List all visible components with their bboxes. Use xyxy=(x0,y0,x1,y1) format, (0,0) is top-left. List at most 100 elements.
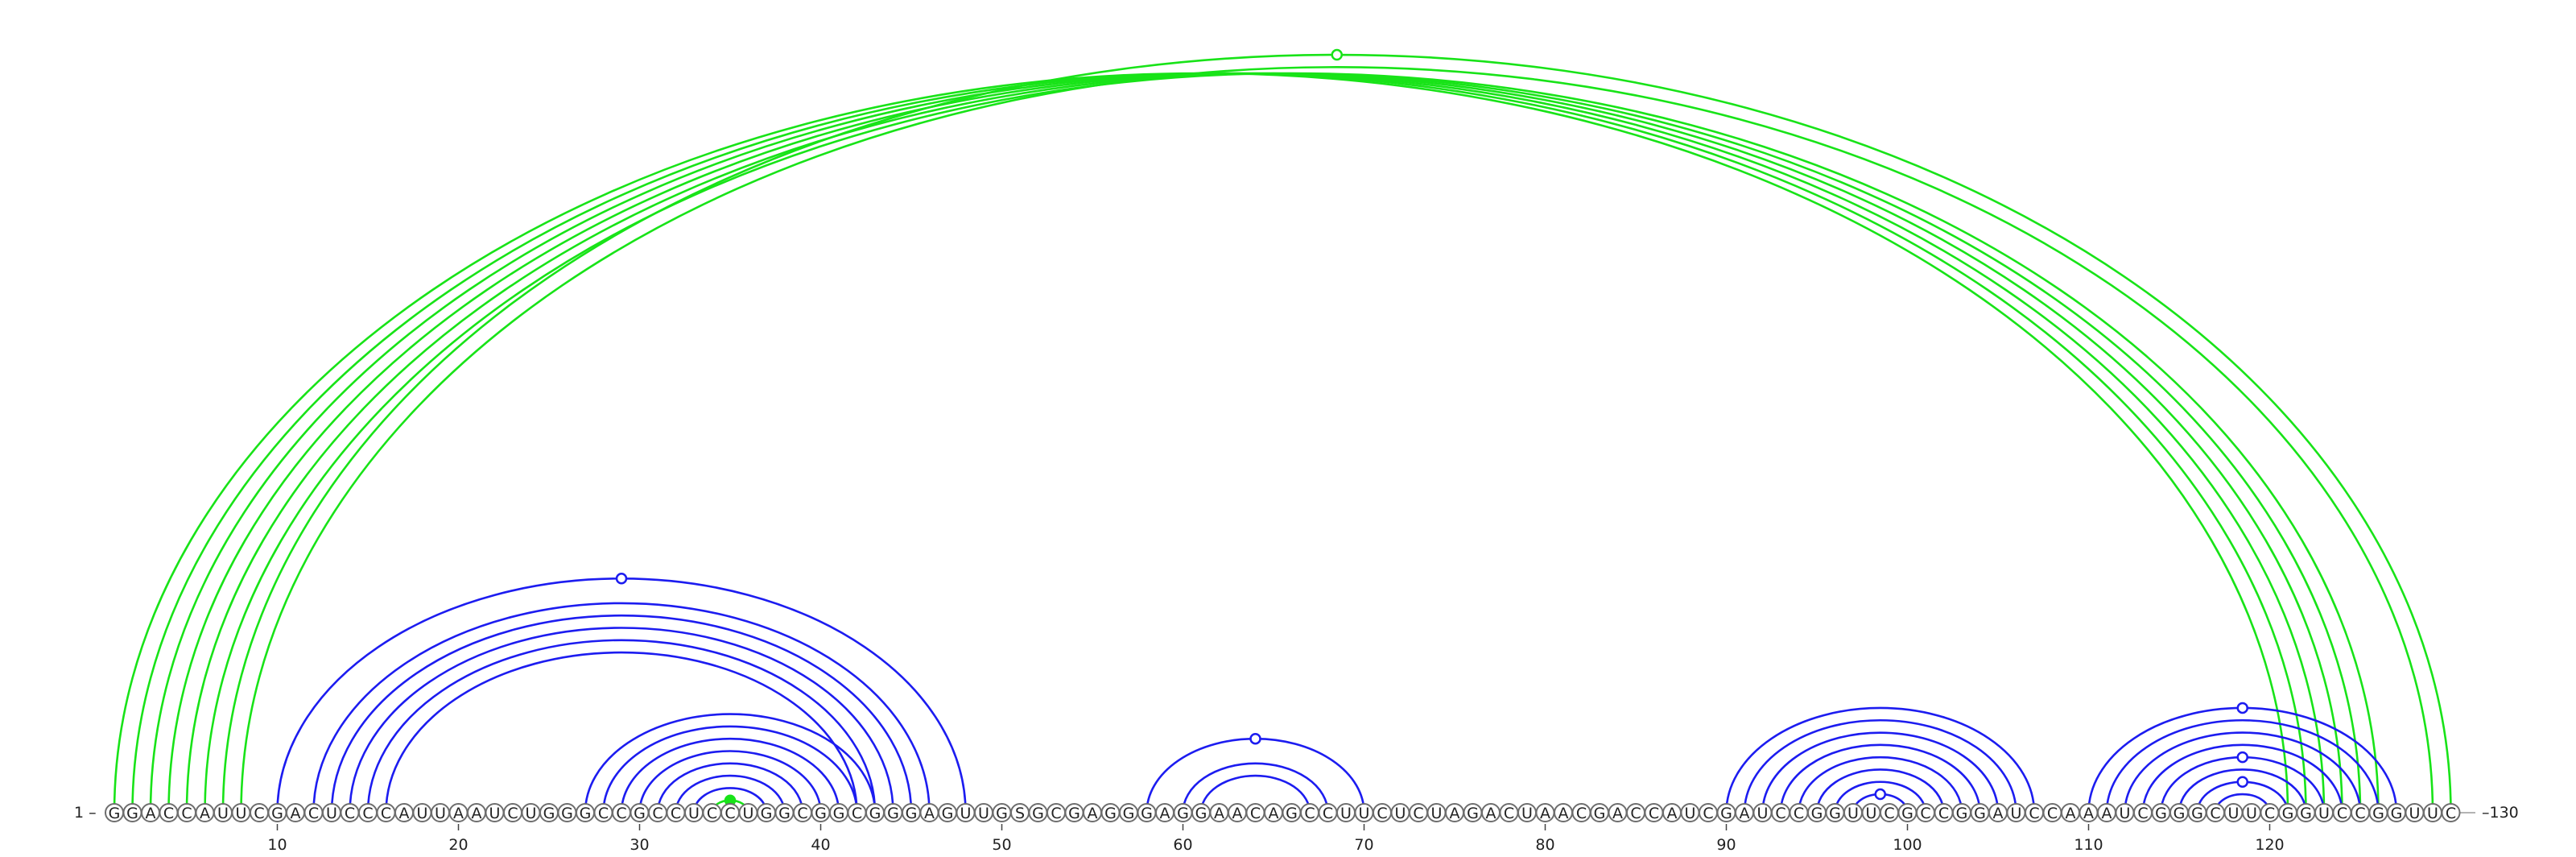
nucleotide-letter: S xyxy=(1015,805,1025,822)
tick-label: 70 xyxy=(1354,836,1373,854)
blue-base-pair-arc xyxy=(1815,768,1945,814)
nucleotide: G xyxy=(811,803,831,822)
nucleotide: G xyxy=(1100,803,1121,822)
nucleotide-letter: C xyxy=(1630,805,1641,822)
nucleotide-letter: U xyxy=(1685,805,1696,822)
nucleotide-letter: U xyxy=(1847,805,1859,822)
nucleotide: U xyxy=(974,803,993,822)
nucleotide: G xyxy=(938,803,957,822)
base-pair-arcs xyxy=(113,53,2452,814)
nucleotide: A xyxy=(1228,803,1247,822)
nucleotide: U xyxy=(2423,803,2442,822)
nucleotide: G xyxy=(1463,803,1483,822)
nucleotide-letter: A xyxy=(399,805,410,822)
nucleotide: C xyxy=(2133,803,2153,822)
blue-base-pair-arc xyxy=(276,578,967,814)
nucleotide-letter: U xyxy=(2120,805,2131,822)
nucleotide-letter: A xyxy=(1269,805,1279,822)
nucleotide: U xyxy=(2314,803,2334,822)
nucleotide: C xyxy=(2441,803,2461,822)
helix-marker xyxy=(1874,788,1886,801)
nucleotide-letter: C xyxy=(652,805,663,822)
nucleotide-letter: C xyxy=(1884,805,1894,822)
blue-base-pair-arc xyxy=(312,602,931,814)
nucleotide-letter: A xyxy=(200,805,210,822)
nucleotide: C xyxy=(2332,803,2352,822)
nucleotide-letter: C xyxy=(797,805,807,822)
nucleotide: C xyxy=(2351,803,2370,822)
nucleotide: G xyxy=(1590,803,1609,822)
tick-label: 30 xyxy=(630,836,649,854)
nucleotide: G xyxy=(1028,803,1048,822)
nucleotide-letter: G xyxy=(1177,805,1189,822)
nucleotide: C xyxy=(1644,803,1664,822)
nucleotide: G xyxy=(1952,803,1971,822)
blue-base-pair-arc xyxy=(1798,756,1963,814)
nucleotide: G xyxy=(2387,803,2406,822)
nucleotide-letter: C xyxy=(1775,805,1785,822)
nucleotide: A xyxy=(919,803,939,822)
nucleotide-letter: C xyxy=(381,805,391,822)
nucleotide: G xyxy=(1173,803,1193,822)
nucleotide: A xyxy=(1083,803,1102,822)
blue-base-pair-arc xyxy=(2141,743,2343,814)
tick-label: 110 xyxy=(2074,836,2103,854)
nucleotide: U xyxy=(431,803,450,822)
tick-label: 50 xyxy=(992,836,1011,854)
nucleotide: G xyxy=(992,803,1012,822)
nucleotide-letter: C xyxy=(345,805,355,822)
nucleotide-letter: C xyxy=(1504,805,1514,822)
nucleotide: C xyxy=(250,803,269,822)
nucleotide-letter: U xyxy=(2228,805,2240,822)
sequence-start-label: 1 – xyxy=(74,804,97,822)
nucleotide-letter: G xyxy=(1286,805,1298,822)
blue-base-pair-arc xyxy=(620,737,840,814)
blue-base-pair-arc xyxy=(602,725,858,814)
nucleotide: C xyxy=(358,803,378,822)
nucleotide: G xyxy=(557,803,577,822)
nucleotide-letter: U xyxy=(1359,805,1370,822)
blue-base-pair-arc xyxy=(1182,762,1329,814)
tick-label: 60 xyxy=(1173,836,1192,854)
nucleotide: U xyxy=(1861,803,1881,822)
nucleotide-letter: U xyxy=(417,805,428,822)
nucleotide-letter: G xyxy=(1104,805,1117,822)
blue-base-pair-arc xyxy=(349,627,894,814)
nucleotide-letter: C xyxy=(1051,805,1061,822)
nucleotide-letter: A xyxy=(1612,805,1623,822)
nucleotide: G xyxy=(757,803,776,822)
nucleotide: G xyxy=(2151,803,2171,822)
blue-base-pair-arc xyxy=(584,713,877,814)
nucleotide: U xyxy=(412,803,432,822)
nucleotide-letter: G xyxy=(761,805,773,822)
nucleotide: C xyxy=(1934,803,1954,822)
nucleotide-letter: C xyxy=(163,805,174,822)
nucleotide: C xyxy=(1626,803,1645,822)
nucleotide-letter: U xyxy=(688,805,700,822)
nucleotide-letter: U xyxy=(435,805,446,822)
nucleotide-letter: G xyxy=(1974,805,1986,822)
nucleotide: A xyxy=(1481,803,1501,822)
nucleotide-letter: C xyxy=(308,805,319,822)
nucleotide: C xyxy=(648,803,667,822)
nucleotide-letter: A xyxy=(1540,805,1550,822)
nucleotide: A xyxy=(448,803,469,822)
nucleotide: U xyxy=(1517,803,1537,822)
nucleotide: A xyxy=(141,803,160,822)
nucleotide-letter: A xyxy=(2102,805,2112,822)
tick-label: 90 xyxy=(1716,836,1736,854)
nucleotide: C xyxy=(1245,803,1265,822)
tick-label: 10 xyxy=(267,836,287,854)
nucleotide: C xyxy=(1373,803,1392,822)
helix-marker xyxy=(2236,776,2248,788)
nucleotide-letter: U xyxy=(1431,805,1443,822)
nucleotide: A xyxy=(195,803,215,822)
nucleotide-letter: C xyxy=(1649,805,1659,822)
nucleotide-letter: G xyxy=(271,805,283,822)
helix-marker xyxy=(1331,48,1343,61)
nucleotide-letter: A xyxy=(1558,805,1569,822)
nucleotide: G xyxy=(122,803,142,822)
nucleotide: C xyxy=(1571,803,1591,822)
nucleotide: G xyxy=(1807,803,1827,822)
nucleotide: A xyxy=(2079,803,2099,822)
